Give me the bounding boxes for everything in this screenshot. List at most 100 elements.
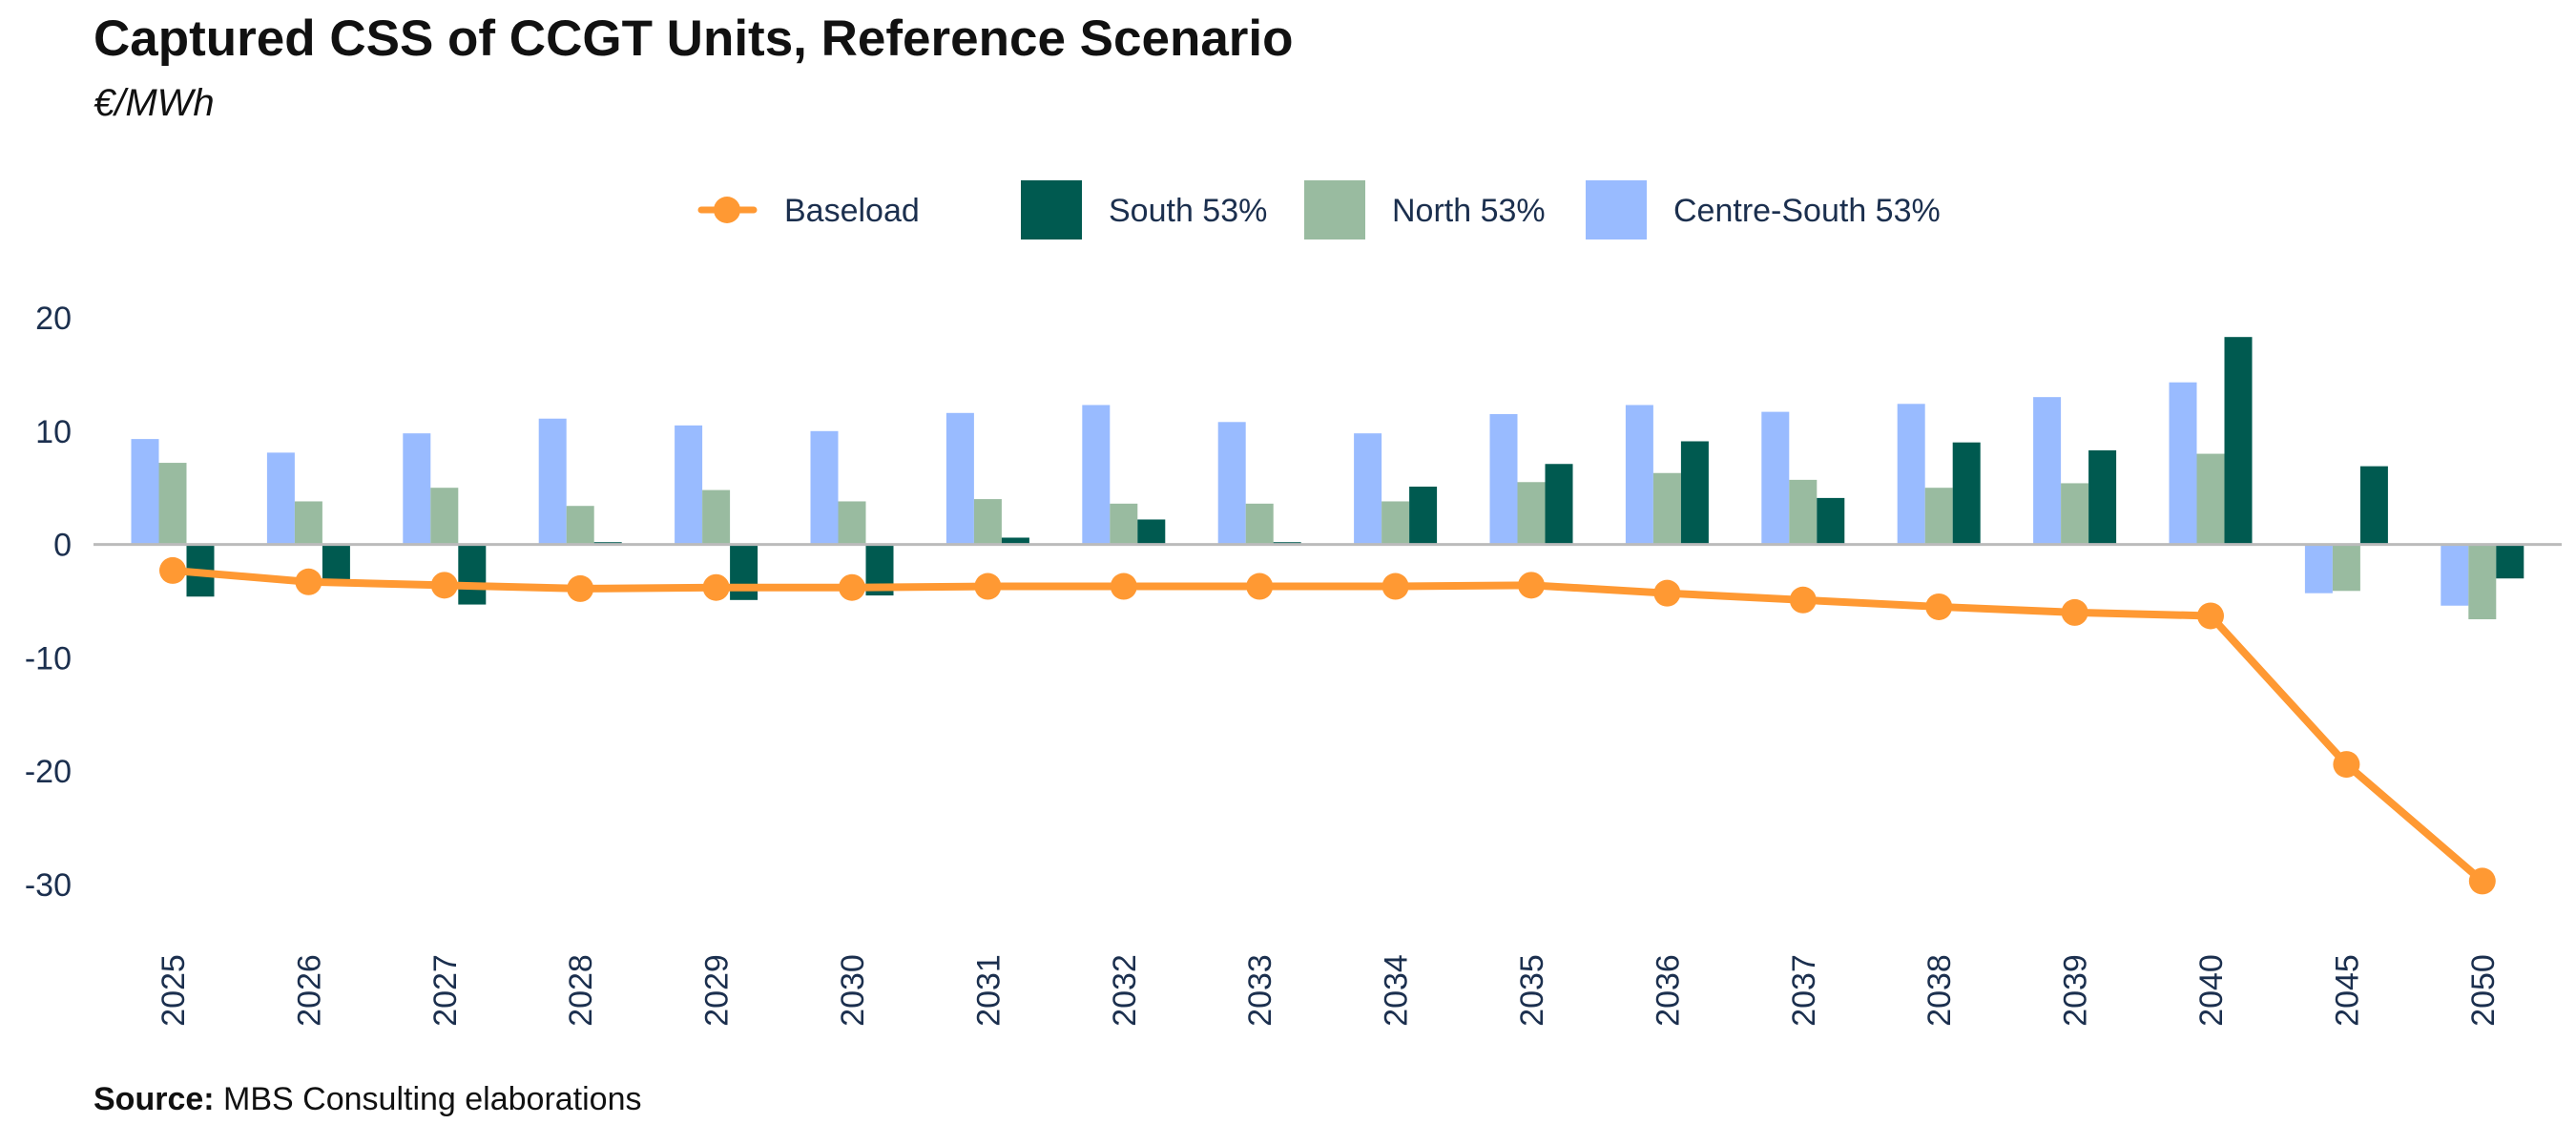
x-tick-label: 2027 (427, 954, 464, 1027)
bar-centre-south-53-2038 (1897, 404, 1925, 545)
legend-label-north-53: North 53% (1392, 193, 1546, 229)
bar-north-53-2037 (1789, 479, 1818, 545)
bar-centre-south-53-2050 (2441, 544, 2469, 606)
bar-centre-south-53-2031 (945, 412, 974, 545)
bar-north-53-2034 (1381, 501, 1410, 545)
point-baseload-2034 (1381, 572, 1409, 600)
bar-north-53-2038 (1924, 488, 1953, 545)
bar-north-53-2039 (2061, 483, 2089, 545)
bar-south-53-2037 (1817, 497, 1845, 545)
y-tick-label: 10 (35, 414, 72, 450)
baseload-line-group (159, 556, 2496, 895)
point-baseload-2033 (1246, 572, 1274, 600)
point-baseload-2036 (1653, 579, 1681, 607)
bar-north-53-2030 (838, 501, 866, 545)
line-baseload (169, 566, 2486, 885)
chart-title: Captured CSS of CCGT Units, Reference Sc… (93, 10, 1294, 67)
y-tick-label: 0 (53, 528, 72, 564)
bar-south-53-2038 (1952, 442, 1981, 545)
bar-centre-south-53-2039 (2033, 397, 2062, 545)
bar-south-53-2032 (1137, 519, 1166, 545)
point-baseload-2025 (159, 556, 186, 584)
bar-north-53-2040 (2196, 453, 2225, 545)
bar-centre-south-53-2037 (1761, 411, 1790, 545)
bar-north-53-2032 (1110, 503, 1138, 545)
chart-subtitle: €/MWh (93, 82, 215, 124)
source-label: Source: (93, 1081, 215, 1117)
x-tick-label: 2032 (1107, 954, 1143, 1027)
point-baseload-2035 (1518, 572, 1545, 599)
y-tick-label: -10 (25, 640, 72, 677)
x-tick-label: 2038 (1922, 954, 1958, 1027)
point-baseload-2031 (974, 572, 1002, 600)
x-tick-label: 2035 (1514, 954, 1550, 1027)
point-baseload-2027 (430, 572, 458, 599)
x-tick-label: 2045 (2329, 954, 2365, 1027)
bar-south-53-2045 (2359, 466, 2388, 545)
source-text: MBS Consulting elaborations (214, 1081, 642, 1117)
bar-south-53-2027 (458, 544, 487, 605)
bar-south-53-2036 (1680, 441, 1709, 545)
point-baseload-2032 (1110, 572, 1137, 600)
legend-swatch-north-53 (1304, 180, 1365, 239)
bar-north-53-2045 (2332, 544, 2360, 592)
bar-centre-south-53-2025 (131, 439, 159, 545)
chart-legend: Baseload South 53% North 53% Centre-South 5… (697, 180, 1941, 239)
x-tick-label: 2036 (1650, 954, 1686, 1027)
bar-north-53-2029 (702, 489, 731, 545)
point-baseload-2040 (2197, 602, 2224, 630)
source-note: Source: MBS Consulting elaborations (93, 1081, 642, 1118)
legend-label-baseload: Baseload (784, 193, 920, 229)
y-tick-label: 20 (35, 301, 72, 337)
legend-marker-baseload (714, 197, 740, 223)
point-baseload-2050 (2468, 867, 2496, 895)
bar-south-53-2029 (730, 544, 758, 600)
bar-south-53-2026 (322, 544, 350, 586)
legend-label-south-53: South 53% (1109, 193, 1267, 229)
bar-centre-south-53-2029 (675, 425, 703, 545)
x-tick-label: 2030 (835, 954, 871, 1027)
bar-north-53-2031 (973, 499, 1002, 545)
bar-south-53-2034 (1409, 487, 1438, 545)
bar-north-53-2050 (2468, 544, 2497, 620)
bar-north-53-2033 (1245, 503, 1274, 545)
point-baseload-2030 (839, 573, 865, 601)
x-tick-label: 2029 (699, 954, 736, 1027)
bar-north-53-2027 (430, 488, 459, 545)
bar-centre-south-53-2033 (1217, 422, 1246, 545)
x-tick-label: 2031 (970, 954, 1007, 1027)
bar-north-53-2028 (566, 506, 594, 545)
bar-south-53-2040 (2224, 337, 2253, 545)
bar-centre-south-53-2040 (2169, 382, 2197, 545)
bar-south-53-2031 (1001, 537, 1029, 545)
legend-label-centre-south-53: Centre-South 53% (1673, 193, 1941, 229)
x-tick-label: 2025 (156, 954, 192, 1027)
point-baseload-2039 (2061, 598, 2088, 626)
x-tick-label: 2026 (291, 954, 327, 1027)
bar-north-53-2025 (158, 463, 187, 545)
bar-centre-south-53-2032 (1082, 405, 1111, 545)
point-baseload-2026 (295, 568, 322, 595)
y-tick-label: -20 (25, 754, 72, 790)
point-baseload-2038 (1925, 593, 1953, 620)
bar-centre-south-53-2026 (266, 452, 295, 545)
bar-centre-south-53-2036 (1625, 405, 1653, 545)
y-tick-label: -30 (25, 867, 72, 904)
bar-centre-south-53-2045 (2304, 544, 2333, 593)
bar-north-53-2035 (1517, 482, 1546, 545)
x-tick-label: 2034 (1379, 954, 1415, 1027)
bar-centre-south-53-2035 (1489, 413, 1518, 545)
bar-centre-south-53-2028 (538, 418, 567, 545)
bar-centre-south-53-2030 (810, 430, 839, 545)
bar-south-53-2035 (1545, 464, 1573, 545)
bar-south-53-2050 (2496, 544, 2524, 579)
point-baseload-2028 (567, 574, 594, 602)
legend-swatch-south-53 (1021, 180, 1082, 239)
point-baseload-2029 (702, 573, 730, 601)
x-tick-label: 2033 (1242, 954, 1278, 1027)
x-tick-label: 2028 (563, 954, 599, 1027)
point-baseload-2045 (2333, 751, 2360, 779)
bar-centre-south-53-2034 (1354, 433, 1382, 545)
x-tick-label: 2040 (2193, 954, 2230, 1027)
